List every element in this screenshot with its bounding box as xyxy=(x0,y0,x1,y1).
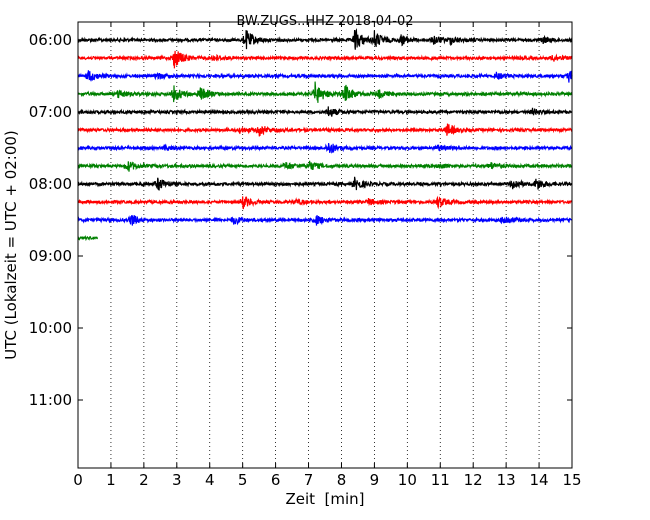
trace-0800 xyxy=(77,176,573,191)
x-tick-label-8: 8 xyxy=(337,471,347,489)
y-tick-label-0: 06:00 xyxy=(29,31,72,49)
x-tick-label-1: 1 xyxy=(106,471,116,489)
vertical-gridlines xyxy=(110,22,540,468)
x-tick-label-7: 7 xyxy=(304,471,314,489)
y-axis-label: UTC (Lokalzeit = UTC + 02:00) xyxy=(2,130,20,360)
x-tick-label-15: 15 xyxy=(562,471,581,489)
x-axis: 0 1 2 3 4 5 6 7 8 9 10 11 12 13 14 15 xyxy=(73,22,582,489)
x-tick-label-10: 10 xyxy=(398,471,417,489)
trace-group xyxy=(77,28,573,242)
x-tick-label-0: 0 xyxy=(73,471,83,489)
x-tick-label-3: 3 xyxy=(172,471,182,489)
plot-area-frame xyxy=(77,21,573,469)
trace-0615 xyxy=(77,50,573,69)
trace-0730 xyxy=(77,143,573,154)
x-axis-label: Zeit [min] xyxy=(285,490,364,508)
trace-0715 xyxy=(77,123,573,137)
y-tick-label-3: 09:00 xyxy=(29,247,72,265)
y-tick-label-5: 11:00 xyxy=(29,391,72,409)
x-tick-label-11: 11 xyxy=(431,471,450,489)
trace-0645 xyxy=(77,81,573,103)
trace-0745 xyxy=(77,160,573,172)
x-tick-label-9: 9 xyxy=(370,471,380,489)
trace-0630 xyxy=(77,70,573,83)
x-tick-label-13: 13 xyxy=(497,471,516,489)
trace-0830 xyxy=(77,214,573,226)
y-tick-label-4: 10:00 xyxy=(29,319,72,337)
y-tick-label-2: 08:00 xyxy=(29,175,72,193)
x-tick-label-4: 4 xyxy=(205,471,215,489)
trace-0815 xyxy=(77,195,573,210)
y-axis: 06:00 07:00 08:00 09:00 10:00 11:00 xyxy=(29,31,572,409)
x-tick-label-14: 14 xyxy=(530,471,549,489)
y-tick-label-1: 07:00 xyxy=(29,103,72,121)
trace-0600 xyxy=(77,28,573,50)
x-tick-label-12: 12 xyxy=(464,471,483,489)
trace-0700 xyxy=(77,106,573,117)
trace-0845 xyxy=(77,235,98,242)
x-tick-label-5: 5 xyxy=(238,471,248,489)
x-tick-label-2: 2 xyxy=(139,471,149,489)
x-tick-label-6: 6 xyxy=(271,471,281,489)
